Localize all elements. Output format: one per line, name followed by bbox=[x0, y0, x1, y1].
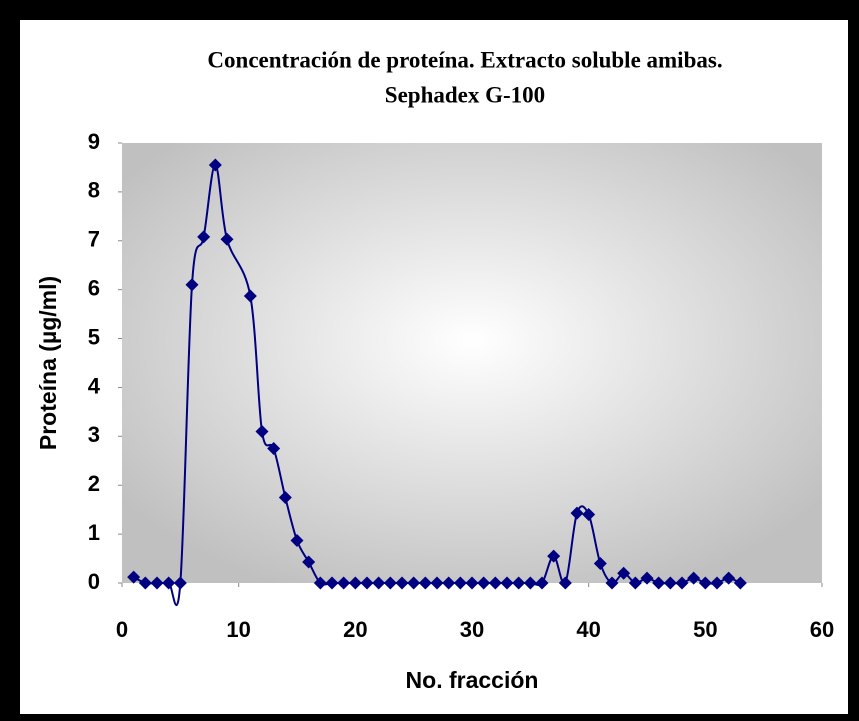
y-tick-label: 0 bbox=[88, 569, 100, 594]
chart-title: Concentración de proteína. Extracto solu… bbox=[207, 47, 722, 72]
data-point bbox=[150, 576, 164, 590]
x-tick-label: 40 bbox=[576, 617, 600, 642]
data-point bbox=[395, 576, 409, 590]
data-point bbox=[628, 576, 642, 590]
y-tick-label: 9 bbox=[88, 129, 100, 154]
data-point bbox=[477, 576, 491, 590]
data-point bbox=[710, 576, 724, 590]
data-point bbox=[500, 576, 514, 590]
data-point bbox=[442, 576, 456, 590]
y-tick-label: 5 bbox=[88, 324, 100, 349]
data-point bbox=[255, 424, 269, 438]
data-point bbox=[640, 571, 654, 585]
data-point bbox=[430, 576, 444, 590]
y-tick-label: 7 bbox=[88, 227, 100, 252]
data-point bbox=[243, 289, 257, 303]
data-point bbox=[733, 576, 747, 590]
plot-area bbox=[122, 143, 822, 583]
data-point bbox=[558, 576, 572, 590]
data-point bbox=[617, 566, 631, 580]
data-point bbox=[162, 576, 176, 590]
data-point bbox=[278, 490, 292, 504]
y-tick-label: 3 bbox=[88, 422, 100, 447]
x-tick-label: 50 bbox=[693, 617, 717, 642]
data-point bbox=[722, 571, 736, 585]
data-point bbox=[313, 576, 327, 590]
data-point bbox=[372, 576, 386, 590]
data-point bbox=[605, 576, 619, 590]
data-point bbox=[512, 576, 526, 590]
data-point bbox=[348, 576, 362, 590]
data-point bbox=[208, 158, 222, 172]
chart-title: Sephadex G-100 bbox=[385, 82, 545, 107]
data-point bbox=[302, 555, 316, 569]
data-point bbox=[138, 576, 152, 590]
x-tick-label: 20 bbox=[343, 617, 367, 642]
data-point bbox=[675, 576, 689, 590]
data-point bbox=[267, 442, 281, 456]
data-point bbox=[453, 576, 467, 590]
data-point bbox=[127, 570, 141, 584]
y-tick-label: 8 bbox=[88, 178, 100, 203]
x-tick-label: 0 bbox=[116, 617, 128, 642]
data-point bbox=[687, 571, 701, 585]
data-point bbox=[570, 506, 584, 520]
data-point bbox=[360, 576, 374, 590]
y-tick-label: 2 bbox=[88, 471, 100, 496]
data-point bbox=[547, 549, 561, 563]
data-point bbox=[173, 576, 187, 590]
data-point bbox=[325, 576, 339, 590]
data-point bbox=[337, 576, 351, 590]
data-point bbox=[465, 576, 479, 590]
x-tick-label: 10 bbox=[226, 617, 250, 642]
x-tick-label: 30 bbox=[460, 617, 484, 642]
x-tick-label: 60 bbox=[810, 617, 834, 642]
data-point bbox=[698, 576, 712, 590]
data-point bbox=[418, 576, 432, 590]
x-axis-label: No. fracción bbox=[406, 667, 539, 693]
data-point bbox=[290, 533, 304, 547]
data-point bbox=[523, 576, 537, 590]
data-point bbox=[407, 576, 421, 590]
data-point bbox=[593, 556, 607, 570]
data-point bbox=[582, 508, 596, 522]
data-point bbox=[185, 278, 199, 292]
y-tick-label: 6 bbox=[88, 275, 100, 300]
data-point bbox=[652, 576, 666, 590]
y-tick-label: 4 bbox=[88, 373, 101, 398]
y-axis-label: Proteína (µg/ml) bbox=[35, 276, 61, 450]
data-point bbox=[663, 576, 677, 590]
data-point bbox=[535, 576, 549, 590]
data-point bbox=[383, 576, 397, 590]
y-tick-label: 1 bbox=[88, 520, 100, 545]
data-point bbox=[488, 576, 502, 590]
data-point bbox=[197, 230, 211, 244]
data-point bbox=[220, 232, 234, 246]
